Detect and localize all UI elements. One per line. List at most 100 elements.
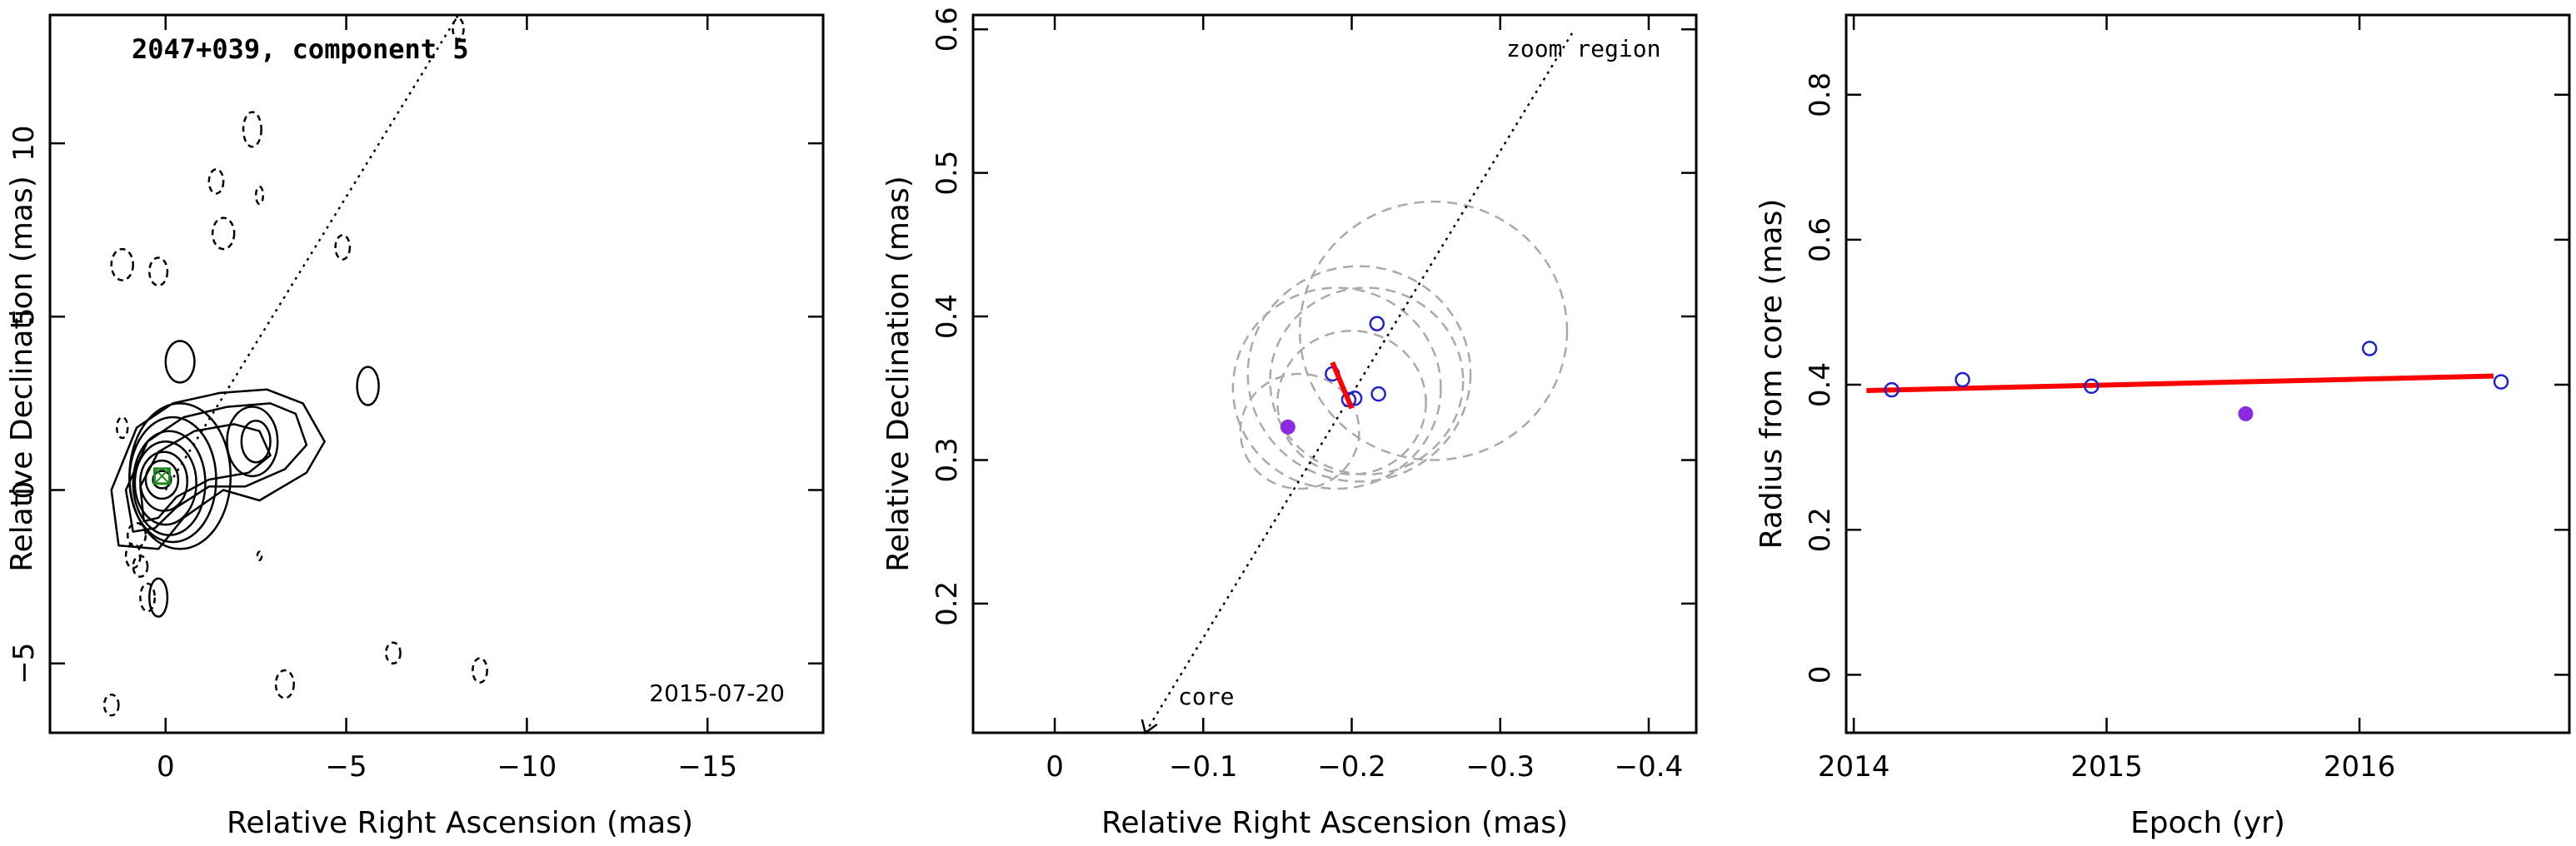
y-tick-label: 0.4 xyxy=(931,294,964,339)
x-tick-label: 0 xyxy=(1046,750,1064,784)
panel-radius-vs-epoch: 2014 2015 2016 0 0.2 0.4 0.6 0.8 Epoch (yr) Rad… xyxy=(1755,13,2571,840)
y-tick-label: 0.8 xyxy=(1804,72,1837,117)
open-point xyxy=(2361,341,2378,356)
error-circle xyxy=(1298,200,1569,461)
fit-segment xyxy=(1330,361,1355,410)
y-tick-label: 0.4 xyxy=(1804,362,1837,407)
contour-negative xyxy=(274,669,295,699)
contour-negative xyxy=(452,17,465,41)
x-tick-label: 2014 xyxy=(1818,750,1890,784)
x-tick-label: 2015 xyxy=(2070,750,2143,784)
contour-negative xyxy=(126,521,147,549)
x-axis-label: Epoch (yr) xyxy=(2130,806,2285,840)
contour-negative xyxy=(242,111,262,148)
contour-positive xyxy=(133,440,197,526)
core-label: core xyxy=(1178,683,1234,710)
x-tick-label: −0.4 xyxy=(1615,750,1684,784)
contour-negative xyxy=(207,168,225,195)
contour-outer xyxy=(110,388,326,550)
contour-positive xyxy=(148,577,169,618)
plot-frame xyxy=(1845,13,2571,734)
contour-negative xyxy=(110,247,134,281)
x-axis-label: Relative Right Ascension (mas) xyxy=(1101,806,1568,840)
contour-positive xyxy=(226,406,279,478)
error-circle xyxy=(1246,265,1472,483)
x-tick-label: 2016 xyxy=(2324,750,2396,784)
plot-frame xyxy=(971,13,1698,734)
x-tick-label: −15 xyxy=(677,750,737,784)
data-points xyxy=(1884,341,2509,421)
contour-outer xyxy=(124,402,308,533)
filled-point xyxy=(2238,406,2254,421)
fit-line xyxy=(1866,373,2494,394)
x-axis-label: Relative Right Ascension (mas) xyxy=(227,806,693,840)
contour-negative xyxy=(139,582,157,613)
contour-negative xyxy=(256,550,263,561)
contour-negative xyxy=(148,256,169,287)
filled-point xyxy=(1280,419,1295,435)
y-tick-label: 0.2 xyxy=(1804,507,1837,552)
open-point xyxy=(2084,378,2099,395)
contour-positive xyxy=(132,430,207,536)
open-point xyxy=(2493,374,2509,390)
error-circle xyxy=(1269,286,1465,475)
panel-contour-map: 0 −5 −10 −15 −5 0 5 10 2047+039, component 5 20… xyxy=(5,13,825,840)
x-tick-label: −0.3 xyxy=(1465,750,1535,784)
x-tick-label: 0 xyxy=(157,750,175,784)
error-circle xyxy=(1276,330,1427,475)
x-tick-label: −10 xyxy=(497,750,557,784)
x-tick-label: −5 xyxy=(326,750,367,784)
panel-zoom-region: 0 −0.1 −0.2 −0.3 −0.4 0.2 0.3 0.4 0.5 0.6 zoom re… xyxy=(881,7,1698,840)
y-tick-label: 0.6 xyxy=(931,7,964,52)
y-tick-label: 5 xyxy=(7,307,41,326)
core-marker xyxy=(152,467,171,485)
open-point xyxy=(1884,381,1900,398)
contour-outer xyxy=(139,423,272,523)
zoom-region-label: zoom region xyxy=(1506,35,1660,62)
y-tick-label: −5 xyxy=(7,643,41,684)
contour-positive xyxy=(356,366,380,406)
contour-positive xyxy=(240,419,272,464)
y-tick-label: 0 xyxy=(7,481,41,500)
contour-negative xyxy=(211,216,236,251)
error-circle xyxy=(1231,286,1442,490)
y-tick-label: 0.3 xyxy=(931,437,964,482)
y-tick-label: 0.2 xyxy=(931,581,964,626)
open-point xyxy=(1370,386,1386,402)
tick-layer: 0 −5 −10 −15 −5 0 5 10 xyxy=(7,15,823,784)
contour-negative xyxy=(254,185,265,206)
contour-positive xyxy=(152,470,172,490)
y-axis-label: Relative Declination (mas) xyxy=(881,176,916,572)
y-tick-label: 0.6 xyxy=(1804,217,1837,262)
plot-title: 2047+039, component 5 xyxy=(132,33,469,65)
tick-layer: 0 −0.1 −0.2 −0.3 −0.4 0.2 0.3 0.4 0.5 0.6 xyxy=(931,7,1696,784)
plot-frame xyxy=(48,13,825,734)
contour-positive xyxy=(144,459,180,500)
tick-layer: 2014 2015 2016 0 0.2 0.4 0.6 0.8 xyxy=(1804,15,2569,784)
contour-negative xyxy=(132,555,149,578)
contour-layer xyxy=(102,17,488,717)
error-circle xyxy=(1239,372,1360,490)
contour-negative xyxy=(115,416,129,440)
y-tick-label: 0.5 xyxy=(931,151,964,196)
contour-negative xyxy=(385,641,402,664)
x-tick-label: −0.1 xyxy=(1169,750,1238,784)
core-cross xyxy=(153,468,171,485)
contour-negative xyxy=(102,693,120,717)
contour-positive xyxy=(128,402,232,550)
error-circles xyxy=(1231,200,1569,490)
y-axis-label: Relative Declination (mas) xyxy=(5,176,39,572)
contour-positive xyxy=(139,450,189,512)
observation-date: 2015-07-20 xyxy=(649,679,785,707)
jet-direction-line xyxy=(164,14,460,491)
jet-direction-line xyxy=(1144,28,1575,734)
contour-positive xyxy=(164,340,196,384)
contour-negative xyxy=(334,234,352,261)
y-tick-label: 10 xyxy=(7,125,41,161)
contour-negative xyxy=(472,657,488,684)
x-tick-label: −0.2 xyxy=(1317,750,1386,784)
y-axis-label: Radius from core (mas) xyxy=(1755,199,1789,550)
core-box xyxy=(152,467,171,485)
open-point xyxy=(1369,316,1385,331)
